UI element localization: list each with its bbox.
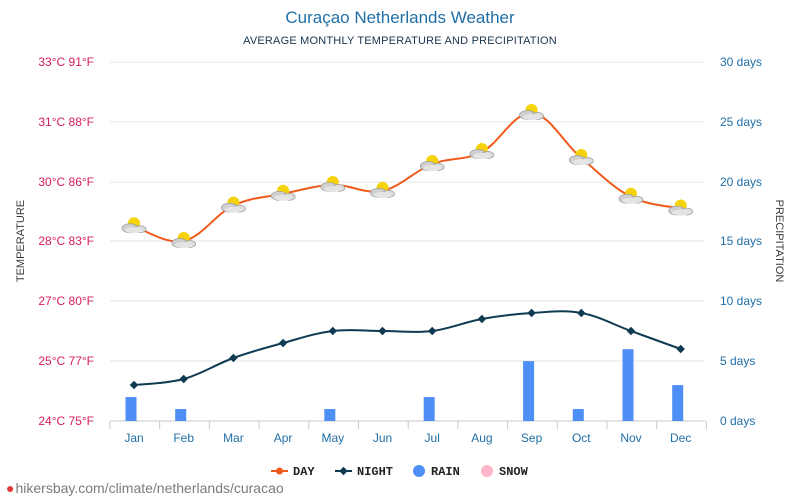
right-tick-label: 30 days <box>720 55 762 69</box>
cloud-shape <box>274 194 293 201</box>
right-tick-label: 0 days <box>720 414 755 428</box>
partly-cloudy-icon <box>221 196 246 213</box>
rain-bar <box>175 409 187 421</box>
right-tick-label: 5 days <box>720 354 755 368</box>
cloud-shape <box>522 114 541 120</box>
cloud-shape <box>472 153 491 159</box>
left-tick-label: 24°C 75°F <box>38 414 94 428</box>
left-tick-label: 30°C 86°F <box>38 175 94 189</box>
legend-night-label: NIGHT <box>357 465 393 479</box>
left-tick-label: 33°C 91°F <box>38 55 94 69</box>
legend-night-marker <box>339 466 348 476</box>
night-point <box>229 353 238 363</box>
cloud-shape <box>224 206 243 213</box>
partly-cloudy-icon <box>668 199 694 216</box>
x-tick-label: Sep <box>521 431 543 445</box>
night-point <box>577 308 586 318</box>
legend-rain-label: RAIN <box>431 465 460 479</box>
x-tick-label: Apr <box>274 431 293 445</box>
cloud-shape <box>423 165 442 171</box>
rain-bar <box>423 397 435 421</box>
night-point <box>378 326 387 336</box>
night-point <box>676 344 685 354</box>
rain-bar <box>572 409 584 421</box>
source-link[interactable]: ●hikersbay.com/climate/netherlands/curac… <box>6 480 284 496</box>
cloud-shape <box>373 191 392 198</box>
location-pin-icon: ● <box>6 480 15 496</box>
night-point <box>278 338 288 348</box>
x-tick-label: May <box>321 431 344 445</box>
legend: DAY NIGHT RAIN SNOW <box>271 465 529 479</box>
partly-cloudy-icon <box>121 217 147 234</box>
night-point <box>328 326 338 336</box>
left-tick-label: 25°C 77°F <box>38 354 94 368</box>
left-tick-label: 28°C 83°F <box>38 234 94 248</box>
cloud-shape <box>671 209 690 216</box>
cloud-shape <box>125 227 143 234</box>
partly-cloudy-icon <box>469 143 495 159</box>
partly-cloudy-icon <box>618 187 644 204</box>
night-point <box>129 380 139 390</box>
night-point <box>626 326 636 336</box>
right-tick-label: 15 days <box>720 234 762 248</box>
partly-cloudy-icon <box>370 181 395 198</box>
legend-rain-marker <box>413 465 425 477</box>
partly-cloudy-icon <box>519 104 544 120</box>
x-tick-label: Jun <box>373 431 392 445</box>
night-point <box>477 314 487 324</box>
day-line <box>133 111 681 243</box>
partly-cloudy-icon <box>419 155 445 171</box>
rain-bar <box>672 385 684 421</box>
legend-day-marker <box>276 467 283 475</box>
partly-cloudy-icon <box>270 184 296 201</box>
night-point <box>427 326 437 336</box>
source-url[interactable]: hikersbay.com/climate/netherlands/curaca… <box>15 480 284 496</box>
cloud-shape <box>174 242 193 248</box>
left-tick-label: 31°C 88°F <box>38 115 94 129</box>
x-tick-label: Nov <box>620 431 641 445</box>
right-tick-label: 25 days <box>720 115 762 129</box>
night-point <box>527 308 536 318</box>
partly-cloudy-icon <box>320 175 346 192</box>
rain-bar <box>125 397 137 421</box>
right-tick-label: 10 days <box>720 294 762 308</box>
chart-title: Curaçao Netherlands Weather <box>285 8 515 27</box>
night-line <box>133 310 682 386</box>
rain-bar <box>324 409 336 421</box>
y-axis-title: TEMPERATURE <box>15 200 27 282</box>
x-tick-label: Aug <box>471 431 492 445</box>
cloud-shape <box>572 159 591 165</box>
x-tick-label: Dec <box>670 431 691 445</box>
gridlines <box>110 61 705 422</box>
left-tick-label: 27°C 80°F <box>38 294 94 308</box>
y2-axis-title: PRECIPITATION <box>773 200 785 283</box>
x-tick-label: Jan <box>124 431 143 445</box>
night-point <box>179 374 188 384</box>
cloud-shape <box>622 197 640 204</box>
x-tick-label: Feb <box>173 431 194 445</box>
chart-subtitle: AVERAGE MONTHLY TEMPERATURE AND PRECIPIT… <box>243 35 557 47</box>
partly-cloudy-icon <box>568 149 594 165</box>
right-tick-label: 20 days <box>720 175 762 189</box>
legend-snow-marker <box>481 465 493 477</box>
legend-day-label: DAY <box>293 465 315 479</box>
x-tick-label: Oct <box>572 431 591 445</box>
x-tick-label: Jul <box>425 431 440 445</box>
rain-bar <box>523 361 535 421</box>
cloud-shape <box>323 185 342 192</box>
rain-bar <box>622 349 634 421</box>
x-tick-label: Mar <box>223 431 244 445</box>
partly-cloudy-icon <box>171 232 197 248</box>
legend-snow-label: SNOW <box>499 465 529 479</box>
